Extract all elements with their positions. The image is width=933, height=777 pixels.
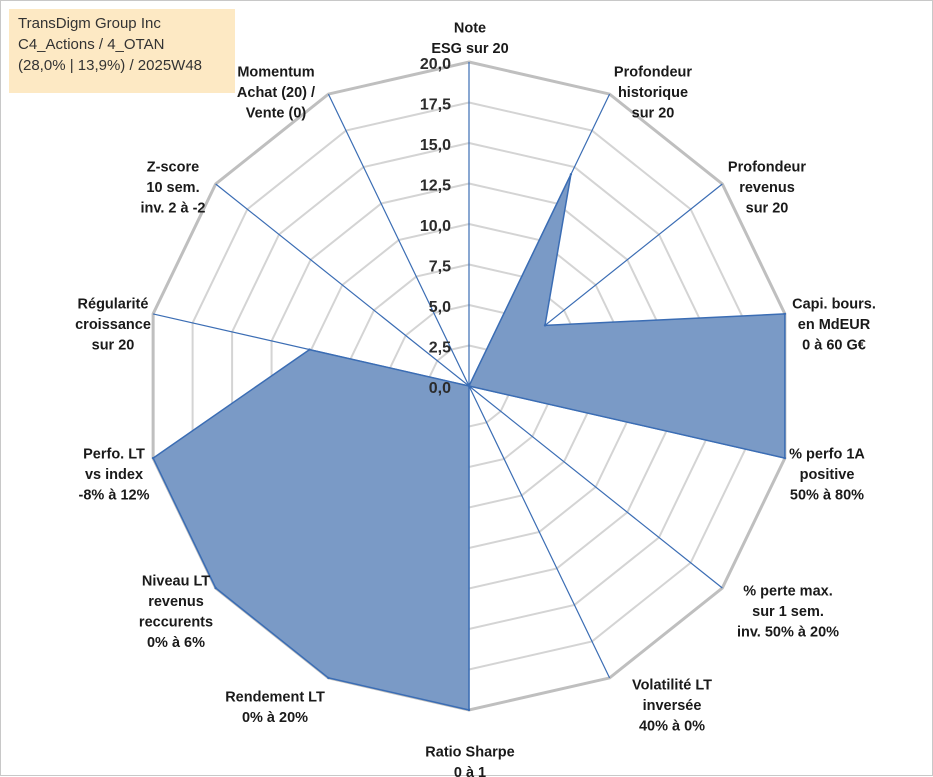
- axis-label-line: ESG sur 20: [431, 41, 508, 57]
- axis-label-12: Z-score 10 sem. inv. 2 à -2: [140, 160, 205, 217]
- data-point-4: [783, 456, 787, 460]
- tick-label-1: 2,5: [429, 340, 451, 357]
- series-area: [152, 173, 786, 711]
- axis-label-line: 10 sem.: [146, 180, 199, 196]
- axis-label-line: sur 20: [746, 201, 789, 217]
- axis-label-line: inversée: [643, 698, 702, 714]
- tick-label-2: 5,0: [429, 299, 451, 316]
- tick-label-5: 12,5: [420, 178, 451, 195]
- axis-label-2: Profondeur revenus sur 20: [728, 160, 806, 217]
- axis-label-line: -8% à 12%: [79, 488, 150, 504]
- axis-label-line: Profondeur: [614, 65, 692, 81]
- axis-label-line: Niveau LT: [142, 574, 210, 590]
- axis-label-line: positive: [800, 467, 855, 483]
- radar-axis-labels: Note ESG sur 20 Profondeur historique sur 20…: [75, 21, 876, 777]
- axis-label-line: Note: [454, 21, 486, 37]
- axis-label-line: sur 20: [632, 106, 675, 122]
- data-point-2: [543, 324, 547, 327]
- info-box: TransDigm Group Inc C4_Actions / 4_OTAN …: [9, 9, 235, 93]
- axis-label-line: vs index: [85, 467, 143, 483]
- axis-label-line: % perte max.: [743, 584, 832, 600]
- axis-label-line: en MdEUR: [798, 317, 871, 333]
- data-point-10: [151, 456, 155, 460]
- axis-label-line: Momentum: [237, 65, 314, 81]
- data-point-11: [308, 348, 311, 351]
- axis-label-line: sur 20: [92, 338, 135, 354]
- axis-label-5: % perte max. sur 1 sem. inv. 50% à 20%: [737, 584, 839, 641]
- axis-label-line: 0% à 6%: [147, 635, 205, 651]
- tick-label-6: 15,0: [420, 137, 451, 154]
- axis-label-9: Niveau LT revenus reccurents 0% à 6%: [139, 574, 213, 652]
- data-point-1: [569, 173, 573, 176]
- axis-label-13: Momentum Achat (20) / Vente (0): [237, 65, 315, 122]
- data-point-7: [467, 708, 471, 712]
- info-portfolio-path: C4_Actions / 4_OTAN: [18, 36, 165, 53]
- axis-label-line: Profondeur: [728, 160, 806, 176]
- spoke-12: [215, 183, 470, 387]
- axis-label-7: Ratio Sharpe 0 à 1: [425, 745, 514, 777]
- data-point-3: [783, 312, 787, 316]
- tick-label-4: 10,0: [420, 218, 451, 235]
- data-point-8: [327, 676, 330, 680]
- axis-label-line: 0 à 60 G€: [802, 338, 866, 354]
- axis-label-line: Perfo. LT: [83, 447, 145, 463]
- radar-tick-labels: 0,0 2,5 5,0 7,5 10,0 12,5 15,0 17,5 20,0: [420, 56, 451, 397]
- tick-label-0: 0,0: [429, 380, 451, 397]
- radar-series: [151, 173, 787, 712]
- axis-label-line: croissance: [75, 317, 151, 333]
- tick-label-7: 17,5: [420, 97, 451, 114]
- axis-label-11: Régularité croissance sur 20: [75, 297, 151, 354]
- axis-label-0: Note ESG sur 20: [431, 21, 508, 58]
- axis-label-line: Rendement LT: [225, 690, 325, 706]
- spoke-5: [468, 385, 723, 589]
- axis-label-line: Z-score: [147, 160, 199, 176]
- axis-label-line: % perfo 1A: [789, 447, 865, 463]
- data-point-9: [214, 586, 217, 590]
- axis-label-line: revenus: [148, 594, 204, 610]
- axis-label-line: inv. 2 à -2: [140, 201, 205, 217]
- axis-label-1: Profondeur historique sur 20: [614, 65, 692, 122]
- axis-label-line: Vente (0): [246, 106, 307, 122]
- axis-label-line: historique: [618, 85, 688, 101]
- axis-label-3: Capi. bours. en MdEUR 0 à 60 G€: [792, 297, 876, 354]
- axis-label-line: Ratio Sharpe: [425, 745, 514, 761]
- axis-label-line: reccurents: [139, 615, 213, 631]
- axis-label-8: Rendement LT 0% à 20%: [225, 690, 325, 727]
- spoke-6: [468, 385, 611, 679]
- axis-label-10: Perfo. LT vs index -8% à 12%: [79, 447, 150, 504]
- spoke-13: [327, 93, 470, 387]
- axis-label-line: 50% à 80%: [790, 488, 864, 504]
- axis-label-line: 40% à 0%: [639, 719, 705, 735]
- axis-label-line: revenus: [739, 180, 795, 196]
- axis-label-6: Volatilité LT inversée 40% à 0%: [632, 678, 712, 735]
- info-company-name: TransDigm Group Inc: [18, 15, 161, 32]
- tick-label-8: 20,0: [420, 56, 451, 73]
- axis-label-line: Régularité: [78, 297, 149, 313]
- axis-label-line: sur 1 sem.: [752, 604, 824, 620]
- data-point-13: [467, 384, 471, 388]
- axis-label-line: 0% à 20%: [242, 710, 308, 726]
- axis-label-line: 0 à 1: [454, 765, 486, 777]
- axis-label-line: Achat (20) /: [237, 85, 315, 101]
- tick-label-3: 7,5: [429, 259, 451, 276]
- axis-label-line: inv. 50% à 20%: [737, 625, 839, 641]
- axis-label-line: Volatilité LT: [632, 678, 712, 694]
- axis-label-line: Capi. bours.: [792, 297, 876, 313]
- axis-label-4: % perfo 1A positive 50% à 80%: [789, 447, 865, 504]
- info-performance-week: (28,0% | 13,9%) / 2025W48: [18, 57, 202, 74]
